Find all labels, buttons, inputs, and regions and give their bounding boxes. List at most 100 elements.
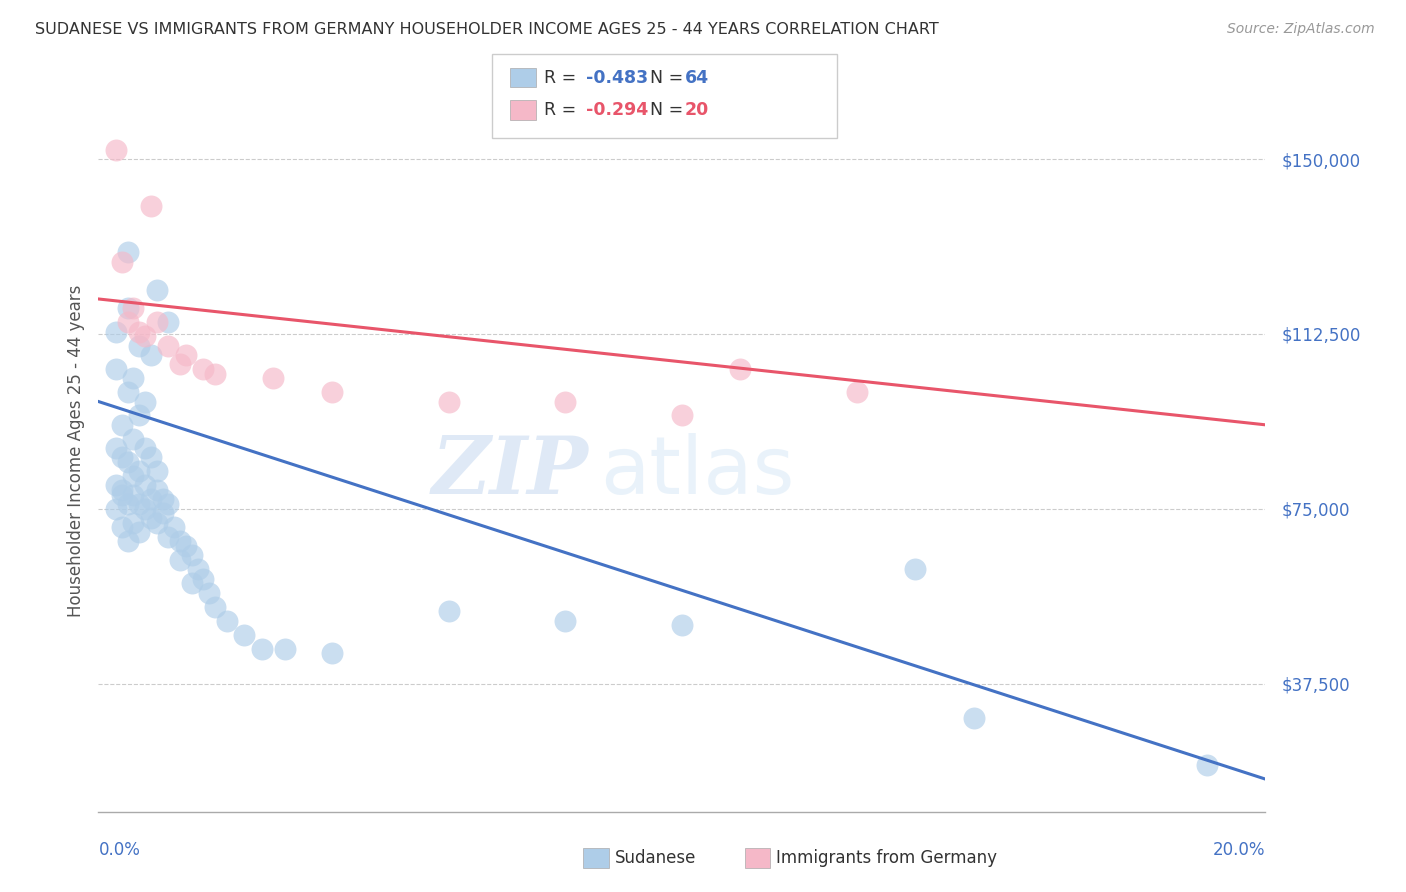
Y-axis label: Householder Income Ages 25 - 44 years: Householder Income Ages 25 - 44 years — [66, 285, 84, 616]
Point — [193, 572, 215, 586]
Point — [117, 245, 139, 260]
Point — [157, 315, 180, 329]
Point — [157, 338, 180, 352]
Text: ZIP: ZIP — [432, 434, 589, 511]
Point — [122, 469, 145, 483]
Point — [117, 385, 139, 400]
Point — [104, 325, 127, 339]
Point — [128, 338, 150, 352]
Point — [169, 534, 191, 549]
Point — [139, 492, 162, 507]
Point — [180, 549, 202, 563]
Point — [146, 516, 169, 530]
Point — [321, 385, 343, 400]
Point — [122, 516, 145, 530]
Point — [152, 507, 174, 521]
Point — [174, 539, 197, 553]
Point — [111, 520, 134, 534]
Point — [139, 450, 162, 465]
Point — [111, 254, 134, 268]
Point — [104, 501, 127, 516]
Point — [117, 315, 139, 329]
Point — [117, 301, 139, 316]
Point — [134, 441, 156, 455]
Point — [111, 483, 134, 497]
Point — [904, 562, 927, 576]
Point — [174, 348, 197, 362]
Text: -0.483: -0.483 — [586, 69, 648, 87]
Point — [152, 492, 174, 507]
Text: 0.0%: 0.0% — [98, 840, 141, 859]
Point — [139, 199, 162, 213]
Point — [128, 465, 150, 479]
Point — [128, 409, 150, 423]
Point — [139, 511, 162, 525]
Point — [962, 711, 984, 725]
Point — [117, 455, 139, 469]
Text: R =: R = — [544, 69, 582, 87]
Point — [104, 441, 127, 455]
Text: Immigrants from Germany: Immigrants from Germany — [776, 849, 997, 867]
Point — [163, 520, 186, 534]
Point — [671, 618, 693, 632]
Point — [554, 394, 576, 409]
Point — [671, 409, 693, 423]
Point — [169, 357, 191, 371]
Text: 20: 20 — [685, 101, 709, 119]
Point — [204, 367, 226, 381]
Point — [122, 488, 145, 502]
Point — [134, 329, 156, 343]
Point — [157, 497, 180, 511]
Point — [122, 301, 145, 316]
Text: R =: R = — [544, 101, 582, 119]
Point — [274, 641, 297, 656]
Text: Sudanese: Sudanese — [614, 849, 696, 867]
Point — [193, 362, 215, 376]
Point — [122, 371, 145, 385]
Text: 64: 64 — [685, 69, 709, 87]
Point — [180, 576, 202, 591]
Point — [134, 501, 156, 516]
Point — [554, 614, 576, 628]
Text: SUDANESE VS IMMIGRANTS FROM GERMANY HOUSEHOLDER INCOME AGES 25 - 44 YEARS CORREL: SUDANESE VS IMMIGRANTS FROM GERMANY HOUS… — [35, 22, 939, 37]
Point — [134, 394, 156, 409]
Point — [250, 641, 273, 656]
Point — [111, 450, 134, 465]
Point — [437, 394, 460, 409]
Point — [437, 604, 460, 618]
Point — [198, 585, 221, 599]
Point — [128, 325, 150, 339]
Text: -0.294: -0.294 — [586, 101, 648, 119]
Point — [111, 488, 134, 502]
Text: atlas: atlas — [600, 434, 794, 511]
Point — [146, 283, 169, 297]
Text: N =: N = — [650, 101, 689, 119]
Point — [146, 315, 169, 329]
Point — [128, 497, 150, 511]
Point — [104, 362, 127, 376]
Point — [128, 524, 150, 539]
Point — [111, 417, 134, 432]
Point — [321, 646, 343, 660]
Point — [117, 534, 139, 549]
Text: Source: ZipAtlas.com: Source: ZipAtlas.com — [1227, 22, 1375, 37]
Point — [117, 497, 139, 511]
Point — [233, 627, 256, 641]
Point — [134, 478, 156, 492]
Point — [146, 483, 169, 497]
Point — [1195, 758, 1218, 772]
Point — [157, 530, 180, 544]
Point — [204, 599, 226, 614]
Point — [104, 478, 127, 492]
Text: N =: N = — [650, 69, 689, 87]
Point — [215, 614, 238, 628]
Point — [104, 143, 127, 157]
Point — [139, 348, 162, 362]
Point — [146, 465, 169, 479]
Point — [730, 362, 752, 376]
Point — [122, 432, 145, 446]
Point — [169, 553, 191, 567]
Text: 20.0%: 20.0% — [1213, 840, 1265, 859]
Point — [187, 562, 209, 576]
Point — [846, 385, 869, 400]
